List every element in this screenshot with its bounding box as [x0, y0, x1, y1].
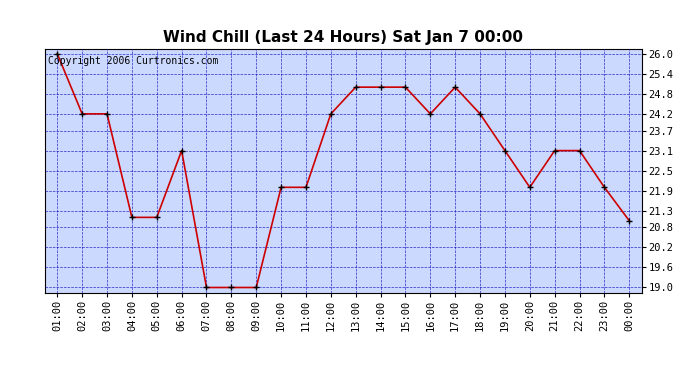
Text: Copyright 2006 Curtronics.com: Copyright 2006 Curtronics.com: [48, 56, 218, 66]
Title: Wind Chill (Last 24 Hours) Sat Jan 7 00:00: Wind Chill (Last 24 Hours) Sat Jan 7 00:…: [164, 30, 523, 45]
